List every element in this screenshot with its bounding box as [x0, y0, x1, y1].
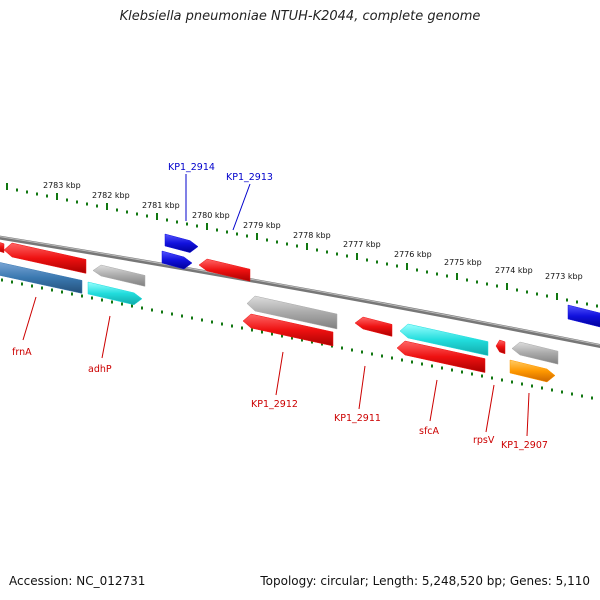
gene-arrow-orange	[509, 359, 556, 383]
gene-arrow-red	[3, 242, 87, 274]
gene-arrow-red	[198, 258, 251, 282]
leader-line	[429, 379, 438, 422]
leader-line	[101, 315, 111, 359]
gene-label: KP1_2913	[226, 172, 273, 183]
gene-arrow-cyan	[87, 281, 143, 306]
leader-line	[232, 183, 251, 231]
genome-backbone-highlight	[0, 236, 600, 346]
gene-arrow-blue	[164, 233, 199, 253]
gene-arrow-blue	[567, 304, 600, 328]
leader-line	[275, 351, 284, 396]
gene-label: frnA	[12, 347, 32, 358]
leader-line	[485, 384, 495, 433]
gene-features	[0, 233, 600, 383]
scale-ticks-top	[6, 183, 598, 308]
gene-arrow-red	[242, 313, 334, 347]
gene-arrow-red	[396, 340, 486, 373]
genome-title: Klebsiella pneumoniae NTUH-K2044, comple…	[119, 9, 481, 24]
gene-arrow-grey	[511, 341, 559, 365]
tick-label: 2775 kbp	[444, 258, 482, 267]
gene-label: KP1_2907	[501, 440, 548, 451]
gene-arrow-steelblue	[0, 262, 83, 294]
scale-tick-labels: 2783 kbp 2782 kbp 2781 kbp 2780 kbp 2779 kbp…	[43, 181, 583, 281]
label-leader-lines	[22, 174, 530, 437]
leader-line	[358, 365, 366, 410]
gene-label: adhP	[88, 364, 112, 375]
gene-arrow-blue	[161, 250, 193, 270]
gene-labels: frnA adhP KP1_2914 KP1_2913 KP1_2912 KP1_2911…	[12, 162, 548, 451]
tick-label: 2774 kbp	[495, 266, 533, 275]
gene-label: KP1_2914	[168, 162, 215, 173]
scale-ticks-bottom	[1, 278, 593, 400]
gene-label: KP1_2911	[334, 413, 381, 424]
gene-label: sfcA	[419, 426, 440, 437]
genome-backbone	[0, 235, 600, 349]
tick-label: 2783 kbp	[43, 181, 81, 190]
gene-label: rpsV	[473, 435, 495, 446]
gene-arrow-red	[354, 316, 393, 337]
leader-line	[526, 392, 530, 437]
tick-label: 2782 kbp	[92, 191, 130, 200]
gene-arrow-red	[0, 242, 5, 254]
gene-arrow-grey	[92, 264, 146, 287]
gene-label: KP1_2912	[251, 399, 298, 410]
tick-label: 2781 kbp	[142, 201, 180, 210]
gene-arrow-red	[495, 339, 506, 355]
tick-label: 2779 kbp	[243, 221, 281, 230]
tick-label: 2776 kbp	[394, 250, 432, 259]
accession-text: Accession: NC_012731	[9, 574, 146, 588]
tick-label: 2773 kbp	[545, 272, 583, 281]
tick-label: 2778 kbp	[293, 231, 331, 240]
gene-arrow-cyan	[399, 323, 489, 356]
leader-line	[22, 296, 37, 341]
gene-arrow-grey	[246, 295, 338, 330]
topology-summary: Topology: circular; Length: 5,248,520 bp…	[260, 574, 590, 588]
tick-label: 2780 kbp	[192, 211, 230, 220]
tick-label: 2777 kbp	[343, 240, 381, 249]
